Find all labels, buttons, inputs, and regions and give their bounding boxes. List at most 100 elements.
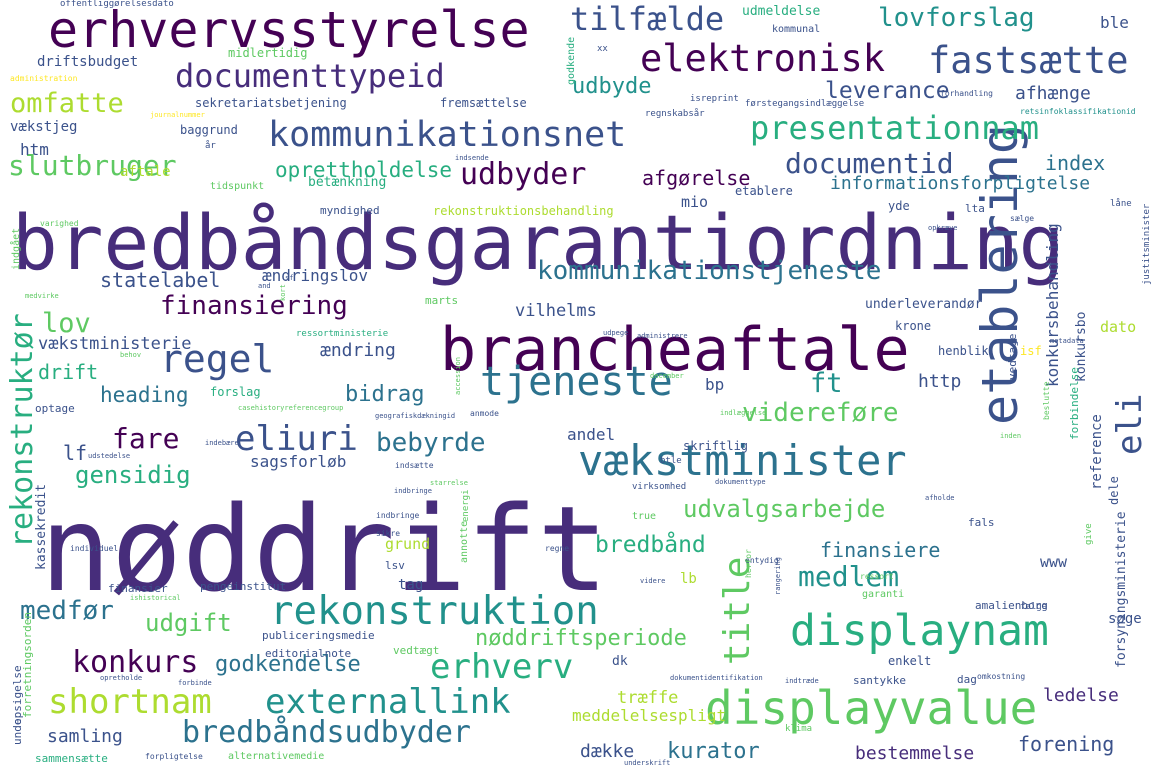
cloud-word: indebære [205, 439, 239, 447]
cloud-word: virksomhed [632, 482, 687, 492]
cloud-word: ressortministerie [296, 329, 389, 339]
cloud-word: eliuri [235, 419, 358, 459]
cloud-word: sagsforløb [250, 452, 347, 471]
cloud-word: retsinfoklassifikationid [1020, 107, 1136, 116]
cloud-word: grund [385, 535, 431, 553]
cloud-word: shortnam [48, 682, 212, 722]
cloud-word: udvalgsarbejde [683, 495, 886, 523]
cloud-word: reference [1089, 414, 1105, 490]
cloud-word: udgift [145, 609, 232, 637]
cloud-word: administration [10, 74, 78, 83]
cloud-word: omfatte [10, 88, 124, 119]
cloud-word: dag [957, 673, 977, 686]
cloud-word: udstedelse [88, 452, 131, 460]
cloud-word: medfør [20, 596, 114, 626]
cloud-word: sammensætte [35, 752, 108, 765]
cloud-word: søge [1108, 611, 1142, 627]
cloud-word: vedtægt [393, 644, 440, 657]
cloud-word: displayvalue [705, 681, 1038, 735]
cloud-word: give [1084, 523, 1094, 545]
cloud-word: forpligtelse [145, 752, 203, 761]
cloud-word: inden [1000, 432, 1022, 440]
cloud-word: ble [1100, 13, 1129, 32]
cloud-word: opretholde [100, 674, 143, 682]
cloud-word: forretningsorden [21, 612, 34, 718]
cloud-word: editorialnote [265, 647, 352, 660]
cloud-word: pengeinstitut [200, 580, 287, 593]
cloud-word: meddelelsespligt [572, 706, 727, 725]
cloud-word: sf [285, 274, 294, 282]
cloud-word: indgået [11, 227, 22, 270]
cloud-word: udpege [603, 329, 629, 337]
cloud-word: medlem [798, 560, 900, 593]
cloud-word: skriftlig [683, 439, 749, 453]
cloud-word: førstegangsindlæggelse [745, 99, 865, 109]
cloud-word: enkelt [888, 654, 932, 668]
cloud-word: dele [1107, 476, 1121, 505]
cloud-word: bp [705, 375, 725, 394]
cloud-word: publiceringsmedie [262, 629, 375, 642]
cloud-word: finansiere [820, 538, 941, 562]
cloud-word: udbyde [572, 74, 652, 99]
cloud-word: fastsætte [928, 39, 1129, 82]
cloud-word: gensidig [75, 461, 191, 489]
cloud-word: metadata [1050, 337, 1084, 345]
cloud-word: mio [681, 193, 709, 211]
cloud-word: regel [160, 337, 275, 381]
cloud-word: informationsforpligtelse [830, 173, 1091, 194]
cloud-word: medvirke [25, 292, 59, 300]
cloud-word: kommunikationsnet [268, 115, 627, 155]
cloud-word: ressort [860, 572, 894, 581]
cloud-word: omkostning [977, 672, 1026, 681]
cloud-word: accession [454, 357, 462, 395]
cloud-word: godkende [566, 36, 577, 85]
cloud-word: dato [1100, 318, 1137, 336]
cloud-word: http [918, 371, 962, 392]
cloud-word: bredbåndsgarantiordning [12, 198, 1065, 287]
cloud-word: unde [11, 718, 24, 746]
cloud-word: presentationnam [750, 109, 1039, 147]
cloud-word: konkurs [72, 645, 199, 680]
cloud-word: justitsminister [1142, 203, 1152, 285]
cloud-word: forbindelse [1068, 367, 1081, 440]
cloud-word: annotte [459, 520, 470, 563]
cloud-word: godkendelse [215, 652, 361, 677]
cloud-word: documentid [785, 147, 954, 180]
cloud-word: vækstjeg [10, 119, 78, 135]
cloud-word: dokumenttype [715, 478, 766, 486]
cloud-word: dække [580, 741, 635, 762]
cloud-word: erhvervsstyrelse [48, 1, 530, 59]
cloud-word: fals [968, 516, 995, 529]
cloud-word: udbyder [460, 157, 587, 192]
cloud-word: indlæggelse [720, 409, 767, 417]
cloud-word: statelabel [100, 268, 221, 292]
cloud-word: tilfælde [570, 0, 725, 38]
cloud-word: herfor [744, 549, 753, 578]
cloud-word: lb [680, 571, 697, 587]
cloud-word: lf [63, 441, 88, 465]
cloud-word: varighed [40, 219, 79, 228]
cloud-word: vækstministerie [38, 334, 192, 354]
cloud-word: december [650, 372, 684, 380]
cloud-word: rekonstruktion [270, 589, 599, 634]
cloud-word: midlertidig [228, 46, 308, 60]
cloud-word: ft [810, 368, 843, 399]
cloud-word: rangering [774, 557, 782, 595]
cloud-word: indtræde [785, 677, 819, 685]
cloud-word: yde [888, 199, 910, 213]
cloud-word: sælge [1010, 214, 1035, 223]
cloud-word: henblik [938, 344, 989, 358]
cloud-word: indbringe [376, 511, 420, 520]
cloud-word: forhandling [940, 89, 993, 98]
cloud-word: tidspunkt [210, 181, 265, 192]
cloud-word: santykke [853, 674, 906, 687]
cloud-word: individuel [70, 544, 119, 553]
cloud-word: administrere [637, 332, 688, 340]
cloud-word: betænkning [308, 175, 387, 190]
cloud-word: dk [612, 654, 628, 669]
cloud-word: underleverandør [865, 297, 983, 312]
cloud-word: index [1045, 151, 1106, 175]
cloud-word: indsende [455, 154, 489, 162]
cloud-word: krone [895, 319, 932, 333]
cloud-word: casehistoryreferencegroup [238, 404, 344, 412]
